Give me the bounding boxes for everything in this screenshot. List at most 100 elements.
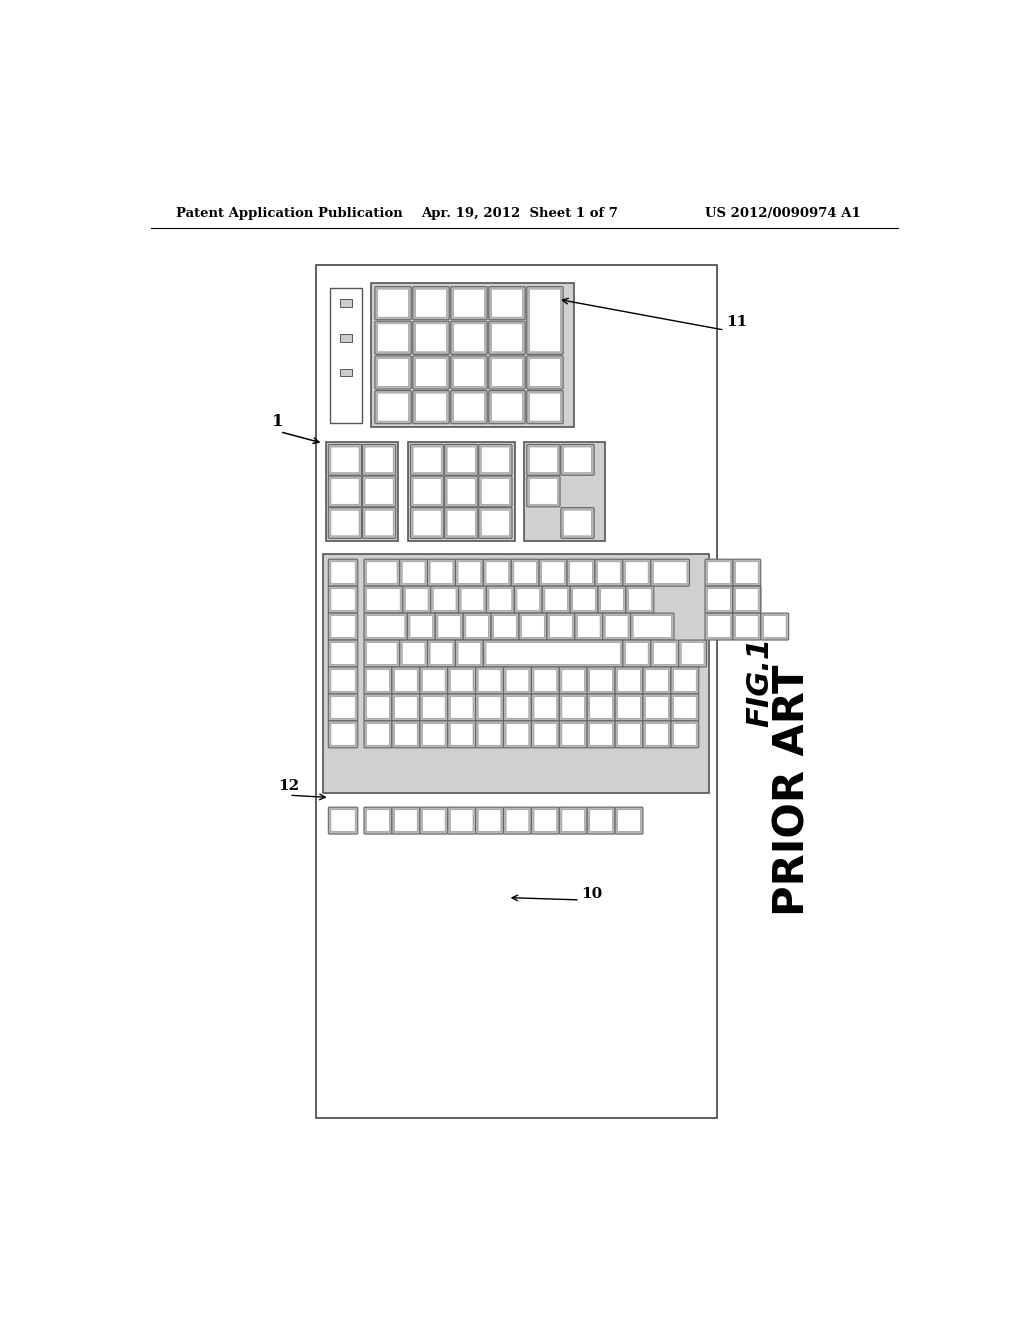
Bar <box>340 300 352 308</box>
FancyBboxPatch shape <box>475 667 504 694</box>
FancyBboxPatch shape <box>378 393 409 421</box>
FancyBboxPatch shape <box>590 697 612 718</box>
Text: 12: 12 <box>279 779 299 793</box>
FancyBboxPatch shape <box>559 721 587 748</box>
FancyBboxPatch shape <box>367 643 397 664</box>
FancyBboxPatch shape <box>488 321 525 354</box>
FancyBboxPatch shape <box>463 612 492 640</box>
FancyBboxPatch shape <box>444 508 478 539</box>
FancyBboxPatch shape <box>617 809 640 832</box>
FancyBboxPatch shape <box>514 586 543 612</box>
Bar <box>408 442 515 541</box>
FancyBboxPatch shape <box>504 721 531 748</box>
FancyBboxPatch shape <box>587 721 615 748</box>
FancyBboxPatch shape <box>416 323 446 352</box>
FancyBboxPatch shape <box>488 356 525 389</box>
Bar <box>326 442 398 541</box>
FancyBboxPatch shape <box>375 356 412 389</box>
FancyBboxPatch shape <box>329 477 361 507</box>
FancyBboxPatch shape <box>559 667 587 694</box>
FancyBboxPatch shape <box>534 809 557 832</box>
FancyBboxPatch shape <box>587 667 615 694</box>
Text: 1: 1 <box>272 413 284 430</box>
FancyBboxPatch shape <box>420 807 447 834</box>
FancyBboxPatch shape <box>331 589 355 611</box>
FancyBboxPatch shape <box>475 807 504 834</box>
FancyBboxPatch shape <box>708 589 730 611</box>
FancyBboxPatch shape <box>402 643 425 664</box>
FancyBboxPatch shape <box>447 479 475 504</box>
FancyBboxPatch shape <box>364 586 402 612</box>
FancyBboxPatch shape <box>331 447 359 473</box>
FancyBboxPatch shape <box>402 586 431 612</box>
Text: 10: 10 <box>582 887 603 900</box>
FancyBboxPatch shape <box>329 694 357 721</box>
FancyBboxPatch shape <box>478 445 512 475</box>
FancyBboxPatch shape <box>413 510 441 536</box>
FancyBboxPatch shape <box>420 721 447 748</box>
FancyBboxPatch shape <box>631 612 674 640</box>
FancyBboxPatch shape <box>531 721 559 748</box>
FancyBboxPatch shape <box>671 694 698 721</box>
FancyBboxPatch shape <box>394 809 417 832</box>
FancyBboxPatch shape <box>650 640 679 667</box>
FancyBboxPatch shape <box>329 612 357 640</box>
FancyBboxPatch shape <box>454 393 484 421</box>
FancyBboxPatch shape <box>329 640 357 667</box>
FancyBboxPatch shape <box>562 723 585 746</box>
FancyBboxPatch shape <box>623 560 650 586</box>
FancyBboxPatch shape <box>378 359 409 387</box>
FancyBboxPatch shape <box>416 289 446 317</box>
FancyBboxPatch shape <box>733 586 761 612</box>
FancyBboxPatch shape <box>489 589 512 611</box>
FancyBboxPatch shape <box>534 669 557 692</box>
FancyBboxPatch shape <box>438 615 461 638</box>
Text: Apr. 19, 2012  Sheet 1 of 7: Apr. 19, 2012 Sheet 1 of 7 <box>421 207 617 220</box>
FancyBboxPatch shape <box>365 510 393 536</box>
FancyBboxPatch shape <box>331 723 355 746</box>
FancyBboxPatch shape <box>578 615 600 638</box>
FancyBboxPatch shape <box>451 286 487 319</box>
FancyBboxPatch shape <box>331 643 355 664</box>
FancyBboxPatch shape <box>483 560 511 586</box>
Text: 11: 11 <box>726 315 748 329</box>
FancyBboxPatch shape <box>447 694 475 721</box>
FancyBboxPatch shape <box>529 359 560 387</box>
FancyBboxPatch shape <box>526 356 563 389</box>
FancyBboxPatch shape <box>367 562 397 583</box>
FancyBboxPatch shape <box>645 697 669 718</box>
FancyBboxPatch shape <box>645 669 669 692</box>
FancyBboxPatch shape <box>365 479 393 504</box>
FancyBboxPatch shape <box>617 723 640 746</box>
FancyBboxPatch shape <box>570 586 598 612</box>
FancyBboxPatch shape <box>329 807 357 834</box>
FancyBboxPatch shape <box>362 508 395 539</box>
FancyBboxPatch shape <box>410 615 433 638</box>
FancyBboxPatch shape <box>735 589 758 611</box>
FancyBboxPatch shape <box>422 809 445 832</box>
FancyBboxPatch shape <box>375 391 412 424</box>
FancyBboxPatch shape <box>626 643 648 664</box>
FancyBboxPatch shape <box>451 391 487 424</box>
FancyBboxPatch shape <box>420 694 447 721</box>
FancyBboxPatch shape <box>492 323 522 352</box>
FancyBboxPatch shape <box>378 289 409 317</box>
FancyBboxPatch shape <box>413 356 450 389</box>
FancyBboxPatch shape <box>430 643 453 664</box>
FancyBboxPatch shape <box>478 508 512 539</box>
Text: FIG.1: FIG.1 <box>745 638 774 727</box>
FancyBboxPatch shape <box>633 615 672 638</box>
FancyBboxPatch shape <box>705 586 733 612</box>
FancyBboxPatch shape <box>394 669 417 692</box>
FancyBboxPatch shape <box>364 612 408 640</box>
FancyBboxPatch shape <box>521 615 545 638</box>
FancyBboxPatch shape <box>331 809 355 832</box>
FancyBboxPatch shape <box>679 640 707 667</box>
FancyBboxPatch shape <box>735 562 758 583</box>
FancyBboxPatch shape <box>392 667 420 694</box>
FancyBboxPatch shape <box>329 721 357 748</box>
Text: Patent Application Publication: Patent Application Publication <box>176 207 402 220</box>
FancyBboxPatch shape <box>431 586 459 612</box>
FancyBboxPatch shape <box>362 445 395 475</box>
FancyBboxPatch shape <box>531 807 559 834</box>
